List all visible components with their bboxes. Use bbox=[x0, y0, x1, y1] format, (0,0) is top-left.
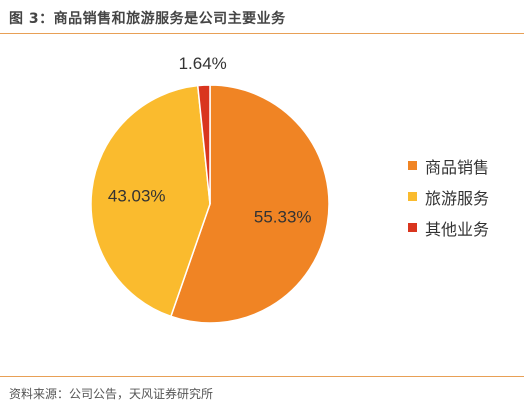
legend-label-travel: 旅游服务 bbox=[425, 188, 490, 208]
chart-title: 图 3：商品销售和旅游服务是公司主要业务 bbox=[9, 11, 286, 27]
title-divider bbox=[0, 33, 524, 34]
legend-swatch-other bbox=[408, 223, 417, 232]
legend-swatch-goods bbox=[408, 161, 417, 170]
legend-label-other: 其他业务 bbox=[425, 219, 490, 239]
data-label-other: 1.64% bbox=[179, 54, 227, 73]
data-label-goods: 55.33% bbox=[254, 207, 312, 226]
legend-item-travel: 旅游服务 bbox=[408, 183, 489, 210]
pie-slice-travel bbox=[90, 84, 211, 318]
source-divider bbox=[0, 376, 524, 377]
legend-swatch-travel bbox=[408, 192, 417, 201]
data-label-travel: 43.03% bbox=[108, 187, 166, 206]
pie-slice-other bbox=[196, 84, 211, 205]
legend-item-goods: 商品销售 bbox=[408, 152, 489, 179]
legend-label-goods: 商品销售 bbox=[425, 157, 490, 177]
pie-chart: 55.33% 43.03% 1.64% bbox=[90, 54, 330, 324]
legend: 商品销售 旅游服务 其他业务 bbox=[408, 152, 489, 245]
legend-item-other: 其他业务 bbox=[408, 214, 489, 241]
source-note: 资料来源：公司公告，天风证券研究所 bbox=[9, 387, 214, 401]
